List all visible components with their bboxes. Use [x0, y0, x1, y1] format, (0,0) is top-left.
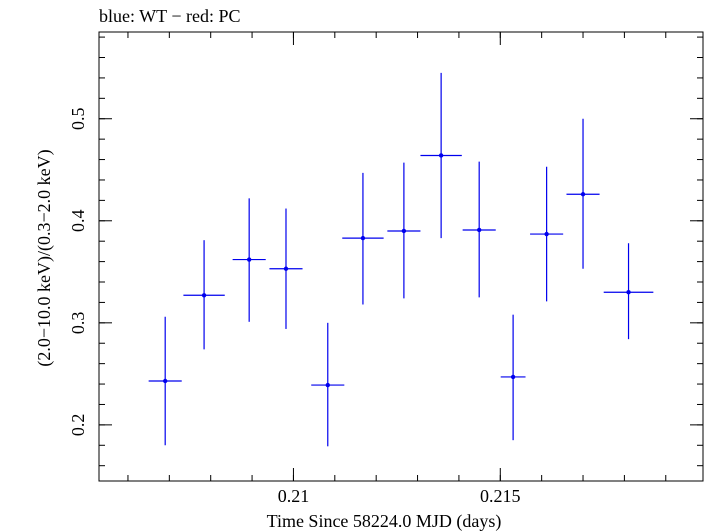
data-point [420, 72, 462, 239]
data-marker [510, 374, 516, 380]
y-tick-label: 0.4 [68, 210, 88, 233]
data-point [183, 240, 225, 350]
data-point [462, 161, 496, 298]
data-marker [162, 378, 168, 384]
data-marker [325, 382, 330, 388]
data-point [269, 208, 303, 329]
axis-tick-labels: 0.21 0.215 0.2 0.3 0.4 0.5 [68, 107, 521, 506]
data-marker [201, 293, 207, 298]
data-point [530, 166, 564, 302]
chart-title: blue: WT − red: PC [99, 6, 240, 26]
y-tick-label: 0.5 [68, 107, 88, 130]
data-point [342, 172, 384, 305]
y-tick-label: 0.2 [68, 414, 88, 437]
data-point [387, 162, 421, 299]
y-axis-label: (2.0−10.0 keV)/(0.3−2.0 keV) [34, 149, 55, 366]
data-marker [401, 228, 407, 234]
plot-frame [98, 31, 704, 482]
data-marker [626, 290, 631, 295]
data-point [311, 322, 345, 447]
data-marker [360, 235, 366, 241]
data-point [232, 198, 266, 322]
data-points [148, 72, 654, 447]
data-marker [544, 231, 549, 237]
x-tick-label: 0.215 [480, 486, 521, 506]
axis-ticks [99, 32, 703, 481]
data-marker [283, 266, 289, 271]
data-marker [476, 227, 482, 233]
data-point [500, 314, 526, 441]
y-tick-label: 0.3 [68, 312, 88, 335]
data-point [603, 243, 654, 340]
data-marker [438, 153, 444, 158]
x-tick-label: 0.21 [278, 486, 310, 506]
data-marker [580, 192, 586, 197]
x-axis-label: Time Since 58224.0 MJD (days) [267, 511, 502, 532]
data-marker [246, 257, 252, 262]
data-point [148, 316, 182, 446]
data-point [566, 118, 600, 269]
